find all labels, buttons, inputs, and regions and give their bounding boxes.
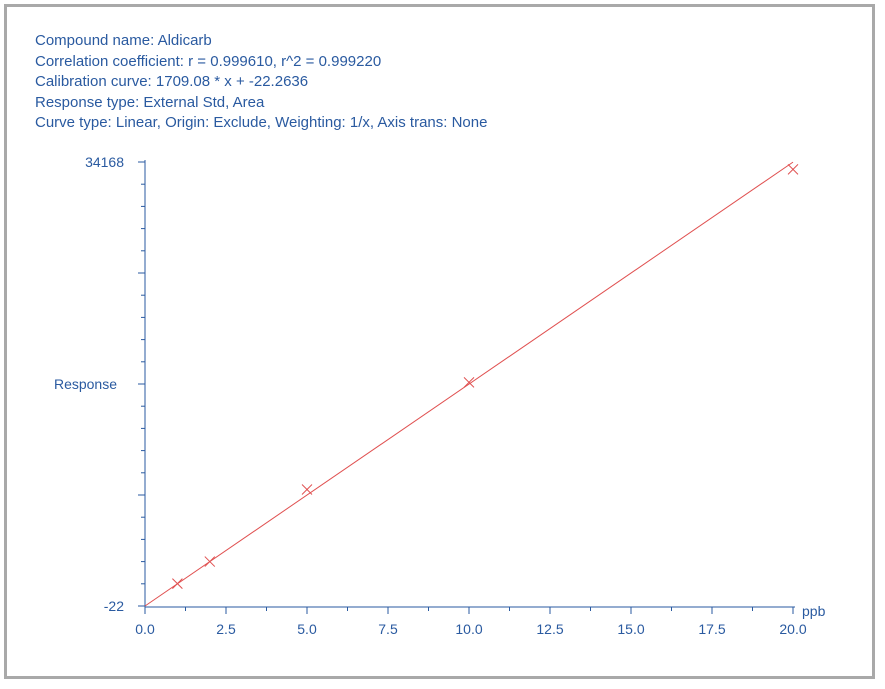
fit-line xyxy=(144,161,794,607)
x-axis: 0.0 2.5 5.0 7.5 10.0 12.5 15.0 17.5 20.0 xyxy=(135,606,807,637)
data-point xyxy=(787,164,799,175)
data-point xyxy=(172,578,183,589)
calibration-header: Compound name: Aldicarb Correlation coef… xyxy=(35,31,487,134)
x-tick-label: 5.0 xyxy=(297,621,317,637)
y-axis: 34168 -22 xyxy=(85,154,146,614)
curve-type-text: Curve type: Linear, Origin: Exclude, Wei… xyxy=(35,114,488,131)
x-axis-label: ppb xyxy=(802,603,826,619)
calibration-curve-text: Calibration curve: 1709.08 * x + -22.263… xyxy=(35,73,309,90)
fit-line-group xyxy=(144,161,794,607)
y-tick-label: 34168 xyxy=(85,154,124,170)
x-tick-label: 2.5 xyxy=(216,621,236,637)
y-axis-label: Response xyxy=(54,376,117,392)
data-point xyxy=(463,376,475,388)
x-tick-label: 0.0 xyxy=(135,621,155,637)
x-tick-label: 15.0 xyxy=(617,621,644,637)
x-tick-label: 10.0 xyxy=(455,621,482,637)
y-tick-label: -22 xyxy=(104,598,124,614)
data-point xyxy=(301,484,313,495)
x-tick-label: 7.5 xyxy=(378,621,398,637)
x-tick-label: 17.5 xyxy=(698,621,725,637)
chart-frame xyxy=(4,4,875,679)
x-tick-label: 12.5 xyxy=(536,621,563,637)
data-point xyxy=(204,556,216,567)
response-type-text: Response type: External Std, Area xyxy=(35,93,265,111)
x-tick-label: 20.0 xyxy=(779,621,806,637)
data-points xyxy=(172,164,799,589)
correlation-text: Correlation coefficient: r = 0.999610, r… xyxy=(35,52,382,70)
compound-name-text: Compound name: Aldicarb xyxy=(35,32,212,49)
